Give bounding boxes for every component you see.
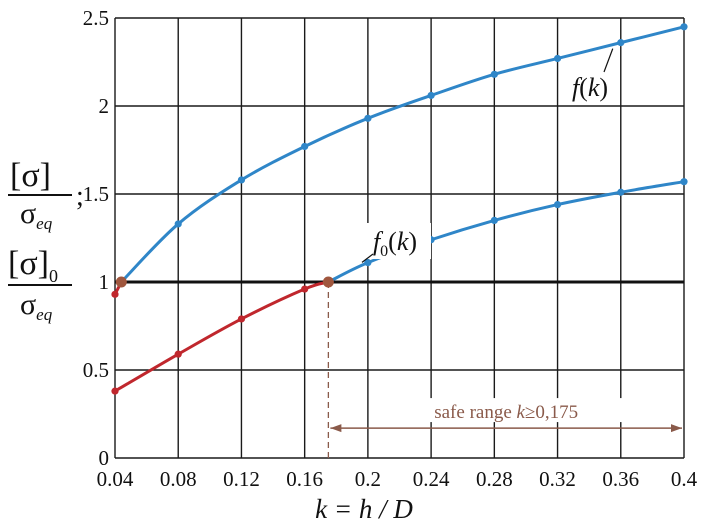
y-tick-label: 1 [99, 270, 110, 294]
series-1-unsafe-point [111, 387, 119, 395]
series-1-point [680, 178, 688, 186]
y-tick-label: 2 [99, 94, 110, 118]
series-0-unsafe-point [111, 290, 119, 298]
series-0-line [120, 25, 685, 284]
intersection-point [322, 276, 334, 288]
x-axis-label: k = h / D [315, 494, 413, 524]
x-tick-label: 0.32 [539, 467, 576, 491]
label-f-bg [560, 70, 620, 104]
x-tick-label: 0.36 [602, 467, 639, 491]
series-0-point [364, 114, 372, 122]
x-tick-label: 0.28 [476, 467, 513, 491]
y-axis-label: [σ] σeq ; [σ]0 σeq [8, 157, 84, 324]
ylabel-separator: ; [76, 181, 84, 212]
ylabel-bottom-numerator: [σ]0 [8, 245, 58, 286]
x-tick-label: 0.4 [671, 467, 698, 491]
series-1-point [617, 188, 625, 196]
label-f-leader [603, 48, 614, 73]
series-group [111, 23, 688, 395]
label-f0-bg [361, 223, 431, 259]
x-tick-label: 0.16 [286, 467, 323, 491]
series-labels: f(k) f0(k) [361, 48, 620, 263]
series-0-point [427, 91, 435, 100]
x-tick-label: 0.2 [355, 467, 381, 491]
safe-range-annotation: safe range k≥0,175 [327, 282, 682, 458]
y-tick-label: 0.5 [83, 358, 109, 382]
arrowhead-left [330, 424, 342, 433]
series-1-point [553, 200, 562, 209]
y-tick-label: 2.5 [83, 6, 109, 30]
safe-range-var: k [517, 402, 526, 423]
x-tick-label: 0.04 [97, 467, 134, 491]
y-tick-labels: 0 0.5 1 1.5 2 2.5 [83, 6, 109, 470]
intersection-point [115, 276, 127, 288]
series-0-point [553, 54, 562, 63]
label-f0-leader [361, 253, 374, 263]
ylabel-bottom-numerator-sub: 0 [49, 266, 58, 286]
series-1-unsafe-point [237, 315, 246, 323]
series-0-point [174, 220, 182, 228]
series-0-point [680, 23, 688, 31]
safe-range-text: safe range [434, 402, 516, 423]
series-label-f0: f0(k) [373, 227, 417, 260]
arrowhead-right [671, 424, 682, 433]
y-tick-label: 0 [99, 446, 110, 470]
series-1-unsafe-line [114, 280, 329, 393]
series-0-point [617, 39, 625, 47]
series-0-point [301, 142, 309, 151]
series-1-point [490, 216, 498, 224]
x-tick-labels: 0.04 0.08 0.12 0.16 0.2 0.24 0.28 0.32 0.36 0.4 [97, 467, 698, 491]
series-0-point [490, 70, 498, 78]
series-1-unsafe-point [301, 285, 309, 293]
ylabel-top-numerator: [σ] [10, 157, 51, 194]
x-tick-label: 0.12 [223, 467, 260, 491]
safe-range-label-bg [388, 398, 625, 423]
series-1-point [364, 259, 372, 267]
y-tick-label: 1.5 [83, 182, 109, 206]
series-0-point [237, 176, 246, 184]
ylabel-bottom-denominator: σeq [20, 288, 53, 324]
series-1-unsafe-point [174, 350, 182, 358]
safe-range-condition: ≥0,175 [525, 402, 578, 423]
ylabel-bottom-denominator-sub: eq [36, 305, 53, 324]
safe-range-label: safe range k≥0,175 [434, 402, 578, 423]
x-tick-label: 0.08 [160, 467, 197, 491]
x-tick-label: 0.24 [413, 467, 450, 491]
series-label-f: f(k) [572, 73, 608, 102]
ylabel-top-denominator-sub: eq [36, 214, 53, 233]
ylabel-top-denominator: σeq [20, 197, 53, 233]
